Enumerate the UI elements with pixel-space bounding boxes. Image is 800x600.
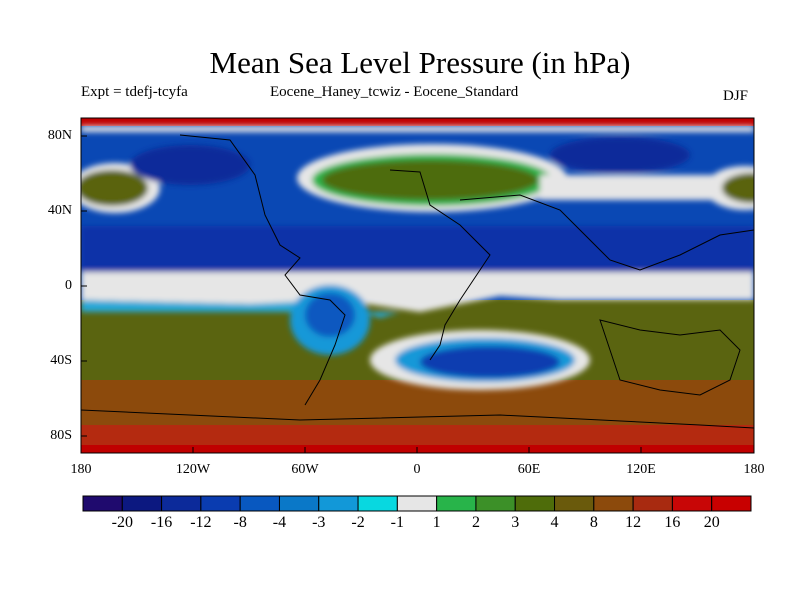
lon-label-60w: 60W	[291, 462, 319, 477]
colorbar-label: -1	[390, 514, 404, 531]
colorbar-label: 1	[432, 514, 441, 531]
colorbar-swatch	[671, 495, 713, 512]
lat-label-0: 0	[65, 278, 72, 293]
experiment-label: Expt = tdefj-tcyfa	[81, 84, 188, 100]
south-low-core	[420, 346, 560, 378]
lon-label-0: 0	[413, 462, 421, 477]
colorbar-swatch	[514, 495, 556, 512]
colorbar-swatch	[436, 495, 477, 512]
colorbar-label: -8	[233, 514, 247, 531]
lat-label-40s: 40S	[50, 353, 72, 368]
arctic-ring	[81, 126, 754, 132]
colorbar-label: -20	[111, 514, 133, 531]
colorbar-label: 4	[550, 514, 559, 531]
colorbar-label: -2	[351, 514, 365, 531]
colorbar-label: 3	[511, 514, 520, 531]
colorbar-swatch	[239, 495, 280, 512]
equatorial-band	[81, 272, 754, 312]
colorbar-label: 16	[664, 514, 681, 531]
eurasia-coastline	[459, 194, 754, 271]
eurasia-high-core	[322, 160, 538, 200]
siberia-low	[550, 137, 690, 173]
antarctica-coastline	[81, 409, 754, 429]
page-title: Mean Sea Level Pressure (in hPa)	[209, 45, 631, 80]
colorbar-label: 8	[589, 514, 598, 531]
americas-coastline	[179, 134, 346, 406]
lat-label-80s: 80S	[50, 428, 72, 443]
colorbar-swatch	[593, 495, 634, 512]
west-high-core	[81, 170, 148, 206]
lat-label-80n: 80N	[47, 128, 72, 143]
colorbar-label: 12	[625, 514, 642, 531]
colorbar-swatch	[632, 495, 673, 512]
colorbar-swatch	[357, 495, 398, 512]
lon-label-180e: 180	[743, 462, 765, 477]
africa-coastline	[389, 169, 491, 361]
colorbar-swatch	[161, 495, 202, 512]
colorbar-swatch	[200, 495, 241, 512]
east-high-core	[722, 173, 754, 203]
colorbar-swatch	[554, 495, 595, 512]
lon-label-120e: 120E	[626, 462, 656, 477]
lon-label-120w: 120W	[175, 462, 211, 477]
colorbar-label: -12	[190, 514, 212, 531]
colorbar-swatch	[82, 495, 123, 512]
colorbar-label: 2	[471, 514, 480, 531]
map-ticks	[81, 135, 642, 453]
colorbar-swatch	[396, 495, 438, 512]
colorbar-label: -4	[272, 514, 287, 531]
polar-band-north	[81, 118, 754, 126]
season-label: DJF	[723, 88, 749, 104]
colorbar-swatch	[278, 495, 320, 512]
colorbar-swatch	[121, 495, 163, 512]
colorbar-swatch	[711, 495, 752, 512]
colorbar-label: -16	[150, 514, 173, 531]
north-low-band	[81, 226, 754, 276]
australia-coastline	[599, 319, 741, 396]
experiment-comparison: Eocene_Haney_tcwiz - Eocene_Standard	[270, 84, 519, 100]
coastlines	[81, 134, 754, 429]
colorbar-label: -3	[312, 514, 326, 531]
lon-label-180w: 180	[70, 462, 92, 477]
lat-label-40n: 40N	[47, 203, 72, 218]
colorbar-label: 20	[703, 514, 720, 531]
north-pacific-low	[130, 145, 250, 185]
colorbar-swatch	[475, 495, 516, 512]
south-america-low-core	[305, 293, 355, 337]
colorbar-swatch	[318, 495, 359, 512]
lon-label-60e: 60E	[517, 462, 541, 477]
